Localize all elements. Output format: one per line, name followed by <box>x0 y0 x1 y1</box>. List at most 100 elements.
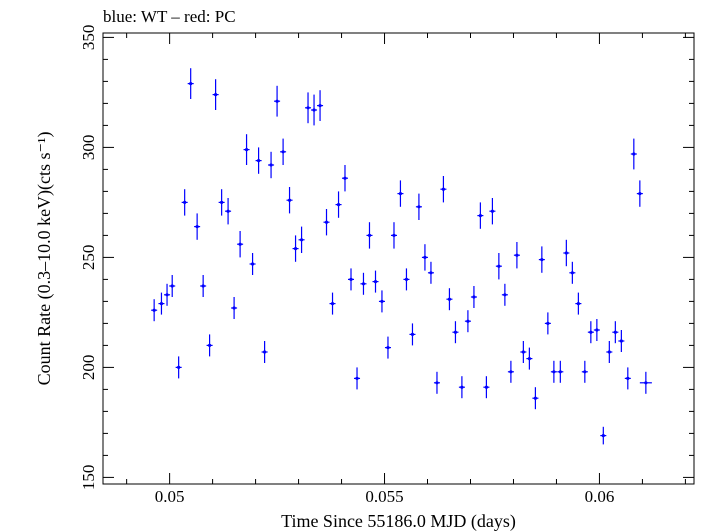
point-marker <box>552 370 556 374</box>
data-point <box>181 189 188 216</box>
point-marker <box>349 277 353 281</box>
point-marker <box>638 192 642 196</box>
data-point <box>452 321 459 344</box>
data-point <box>194 213 201 240</box>
point-marker <box>361 282 366 286</box>
point-marker <box>214 93 218 97</box>
point-marker <box>417 205 421 209</box>
point-marker <box>177 365 181 369</box>
point-marker <box>287 198 292 202</box>
point-marker <box>238 242 242 246</box>
data-point <box>639 371 652 394</box>
point-marker <box>429 271 433 275</box>
data-point <box>606 341 613 363</box>
point-marker <box>540 258 544 262</box>
point-marker <box>435 381 439 385</box>
x-tick-label: 0.05 <box>155 487 185 506</box>
data-point <box>403 268 410 291</box>
data-point <box>341 165 348 192</box>
point-marker <box>318 104 322 108</box>
data-point <box>593 319 600 341</box>
point-marker <box>527 357 531 361</box>
point-marker <box>398 192 403 196</box>
point-marker <box>484 385 488 389</box>
point-marker <box>281 150 285 154</box>
point-marker <box>632 152 636 156</box>
point-marker <box>613 330 617 334</box>
data-point <box>206 334 213 357</box>
data-point <box>280 138 287 165</box>
point-marker <box>275 99 279 103</box>
point-marker <box>226 209 230 213</box>
data-point <box>335 191 342 218</box>
point-marker <box>521 350 525 354</box>
data-point <box>354 367 361 390</box>
y-tick-label: 300 <box>79 135 98 161</box>
point-marker <box>478 214 482 218</box>
data-point <box>225 198 232 225</box>
point-marker <box>201 284 205 288</box>
point-marker <box>583 370 587 374</box>
data-point <box>501 283 508 306</box>
point-marker <box>232 306 236 310</box>
point-marker <box>404 277 409 281</box>
point-marker <box>165 293 169 297</box>
data-point <box>255 147 262 174</box>
data-point <box>446 288 453 311</box>
point-marker <box>263 350 267 354</box>
data-point <box>311 94 318 126</box>
y-tick-label: 150 <box>79 465 98 491</box>
data-point <box>237 231 244 258</box>
point-marker <box>269 163 273 167</box>
data-point <box>520 341 527 363</box>
point-marker <box>509 370 513 374</box>
data-point <box>489 198 496 225</box>
data-point <box>421 244 428 271</box>
point-marker <box>152 308 156 312</box>
point-marker <box>299 238 304 242</box>
point-marker <box>441 187 446 191</box>
data-point <box>563 239 570 267</box>
data-point <box>612 321 619 344</box>
x-axis-title: Time Since 55186.0 MJD (days) <box>281 511 516 532</box>
point-marker <box>564 251 568 255</box>
data-point <box>636 180 643 207</box>
data-point <box>212 79 219 110</box>
point-marker <box>410 332 415 336</box>
data-point <box>495 253 502 280</box>
data-point <box>323 209 330 236</box>
data-point <box>544 312 551 335</box>
data-point <box>440 176 447 203</box>
point-marker <box>386 346 390 350</box>
data-point <box>630 138 637 170</box>
point-marker <box>244 148 249 152</box>
data-point <box>292 235 299 262</box>
data-point <box>538 246 545 273</box>
point-marker <box>558 370 562 374</box>
point-marker <box>626 376 630 380</box>
point-marker <box>576 302 580 306</box>
chart-title: blue: WT – red: PC <box>103 7 236 26</box>
point-marker <box>490 209 495 213</box>
point-marker <box>472 295 476 299</box>
data-points <box>151 68 652 445</box>
data-point <box>483 376 490 399</box>
point-marker <box>220 200 224 204</box>
data-point <box>415 193 422 220</box>
data-point <box>550 360 557 383</box>
data-point <box>390 222 397 249</box>
data-point <box>169 275 176 297</box>
data-point <box>305 92 312 124</box>
point-marker <box>497 264 501 268</box>
point-marker <box>380 299 384 303</box>
data-point <box>274 85 281 117</box>
point-marker <box>503 293 507 297</box>
point-marker <box>343 176 347 180</box>
data-point <box>624 367 631 390</box>
x-tick-label: 0.055 <box>365 487 403 506</box>
point-marker <box>367 233 372 237</box>
point-marker <box>460 385 464 389</box>
point-marker <box>330 302 335 306</box>
point-marker <box>170 284 174 288</box>
data-point <box>557 360 564 383</box>
